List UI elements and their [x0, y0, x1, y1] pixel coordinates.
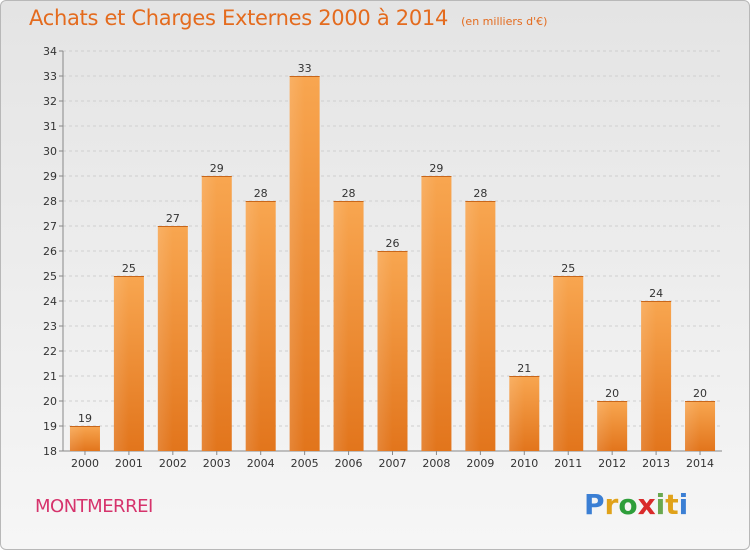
bar-highlight — [289, 76, 305, 451]
logo-letter: o — [618, 488, 638, 521]
bar-highlight — [421, 176, 437, 451]
y-tick-label: 27 — [43, 220, 57, 233]
data-label: 28 — [473, 187, 487, 200]
x-tick-label: 2009 — [466, 457, 494, 470]
y-tick-label: 25 — [43, 270, 57, 283]
logo-letter: x — [637, 488, 656, 521]
data-label: 29 — [210, 162, 224, 175]
y-tick-label: 30 — [43, 145, 57, 158]
x-tick-label: 2001 — [115, 457, 143, 470]
logo-letter: P — [584, 488, 605, 521]
bar-highlight — [509, 376, 525, 451]
x-tick-label: 2004 — [247, 457, 275, 470]
commune-name: MONTMERREI — [35, 496, 153, 517]
bar-highlight — [597, 401, 613, 451]
data-label: 20 — [605, 387, 619, 400]
y-tick-label: 24 — [43, 295, 57, 308]
y-tick-label: 28 — [43, 195, 57, 208]
x-tick-label: 2006 — [335, 457, 363, 470]
x-tick-label: 2002 — [159, 457, 187, 470]
y-tick-label: 20 — [43, 395, 57, 408]
x-tick-label: 2012 — [598, 457, 626, 470]
y-tick-label: 19 — [43, 420, 57, 433]
y-tick-label: 31 — [43, 120, 57, 133]
bar-highlight — [685, 401, 701, 451]
data-label: 29 — [429, 162, 443, 175]
bar-highlight — [333, 201, 349, 451]
x-tick-label: 2010 — [510, 457, 538, 470]
bar-highlight — [201, 176, 217, 451]
x-tick-label: 2014 — [686, 457, 714, 470]
x-tick-label: 2000 — [71, 457, 99, 470]
bar-highlight — [465, 201, 481, 451]
x-tick-label: 2007 — [379, 457, 407, 470]
y-tick-label: 32 — [43, 95, 57, 108]
x-tick-label: 2003 — [203, 457, 231, 470]
logo-letter: r — [604, 488, 619, 521]
bars — [69, 76, 716, 451]
data-label: 26 — [386, 237, 400, 250]
data-label: 33 — [298, 62, 312, 75]
x-tick-label: 2008 — [422, 457, 450, 470]
data-label: 19 — [78, 412, 92, 425]
bar-highlight — [553, 276, 569, 451]
bar-highlight — [157, 226, 173, 451]
data-label: 27 — [166, 212, 180, 225]
bar-highlight — [641, 301, 657, 451]
x-tick-label: 2011 — [554, 457, 582, 470]
x-tick-label: 2013 — [642, 457, 670, 470]
y-tick-label: 33 — [43, 70, 57, 83]
x-tick-label: 2005 — [291, 457, 319, 470]
y-tick-label: 18 — [43, 445, 57, 458]
data-label: 28 — [342, 187, 356, 200]
y-tick-label: 23 — [43, 320, 57, 333]
data-label: 24 — [649, 287, 663, 300]
data-label: 25 — [561, 262, 575, 275]
logo-letter: t — [665, 488, 679, 521]
logo-letter: i — [655, 488, 666, 521]
y-tick-label: 29 — [43, 170, 57, 183]
data-label: 25 — [122, 262, 136, 275]
y-tick-label: 22 — [43, 345, 57, 358]
y-tick-label: 26 — [43, 245, 57, 258]
bar-highlight — [69, 426, 85, 451]
bar-highlight — [377, 251, 393, 451]
bar-highlight — [245, 201, 261, 451]
data-label: 21 — [517, 362, 531, 375]
data-label: 20 — [693, 387, 707, 400]
y-tick-label: 34 — [43, 45, 57, 58]
y-tick-label: 21 — [43, 370, 57, 383]
logo-letter: i — [678, 488, 689, 521]
chart-subtitle: (en milliers d'€) — [461, 15, 548, 28]
bar-highlight — [113, 276, 129, 451]
proxiti-logo[interactable]: Proxiti — [584, 488, 688, 521]
chart-title: Achats et Charges Externes 2000 à 2014 — [29, 6, 449, 30]
chart-title-block: Achats et Charges Externes 2000 à 2014 (… — [29, 6, 547, 30]
data-label: 28 — [254, 187, 268, 200]
labels: 18 19 20 21 22 23 24 25 26 27 28 29 30 31 32 33 34 19 2000… — [43, 45, 714, 470]
